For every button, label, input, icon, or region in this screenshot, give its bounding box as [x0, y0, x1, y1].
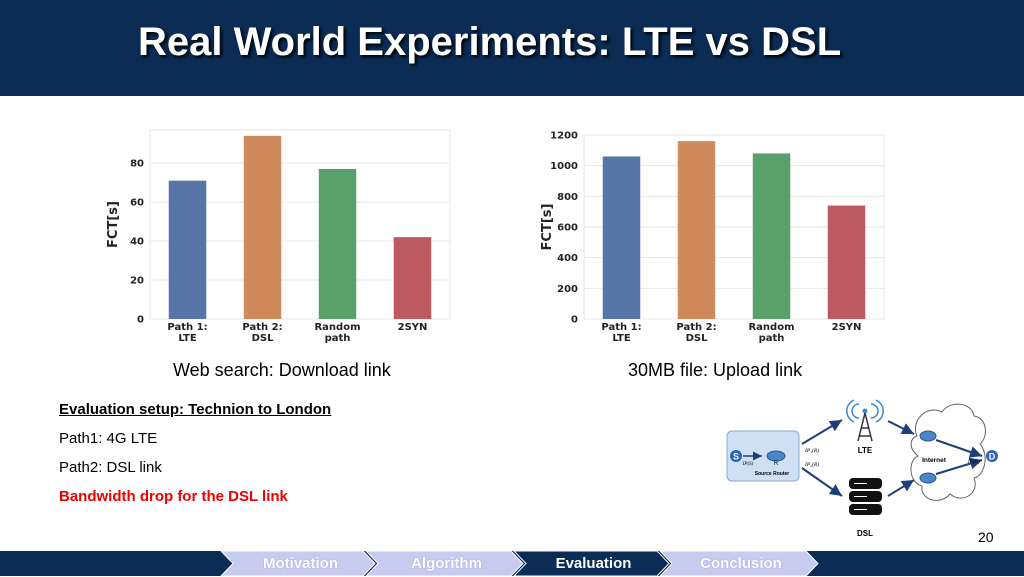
setup-heading: Evaluation setup: Technion to London	[59, 401, 332, 418]
dsl-label: DSL	[857, 529, 873, 538]
upload-bar-3	[827, 205, 866, 319]
download-xtick-label: Path 2: DSL	[242, 322, 282, 344]
download-ytick-label: 0	[137, 315, 144, 326]
destination-label: D	[989, 452, 996, 462]
router-label: R	[774, 461, 779, 467]
destination-node-icon	[986, 450, 998, 462]
router-icon	[766, 450, 786, 462]
download-xtick-label: Random path	[314, 322, 360, 344]
download-xtick-label: 2SYN	[398, 322, 428, 333]
upload-xtick-label: 2SYN	[832, 322, 862, 333]
lte-tower-icon	[846, 399, 884, 442]
nav-item-conclusion[interactable]: Conclusion	[700, 555, 782, 572]
slide-title: Real World Experiments: LTE vs DSL	[138, 20, 842, 64]
upload-ylabel: FCT[s]	[540, 204, 555, 251]
download-bar-0	[168, 180, 207, 319]
upload-ytick-label: 400	[557, 253, 578, 264]
download-bar-2	[318, 168, 357, 319]
download-ytick-label: 80	[130, 159, 144, 170]
ip-d-label: IP(D)	[967, 460, 980, 465]
nav-item-evaluation[interactable]: Evaluation	[555, 555, 632, 572]
setup-path2: Path2: DSL link	[59, 459, 162, 476]
ip2-label: IP₂(R)	[804, 461, 819, 468]
download-bar-1	[243, 135, 282, 319]
caption-left: Web search: Download link	[173, 360, 391, 380]
nav-arrows	[220, 551, 819, 576]
download-bar-3	[393, 237, 432, 319]
download-ytick-label: 20	[130, 276, 144, 287]
source-node-icon	[730, 450, 742, 462]
upload-bar-2	[752, 153, 791, 319]
upload-ytick-label: 1000	[550, 161, 578, 172]
upload-xtick-label: Random path	[748, 322, 794, 344]
download-ylabel: FCT[s]	[106, 201, 121, 248]
nav-item-motivation[interactable]: Motivation	[263, 555, 338, 572]
caption-right: 30MB file: Upload link	[628, 360, 803, 380]
upload-ytick-label: 200	[557, 284, 578, 295]
internet-label: Internet	[922, 457, 947, 464]
download-ytick-label: 60	[130, 198, 144, 209]
network-diagram: S R IP(S) Source Router IP₁(R) IP₂(R) LT…	[726, 399, 998, 538]
setup-path1: Path1: 4G LTE	[59, 430, 158, 447]
upload-bar-1	[677, 141, 716, 319]
page-number: 20	[978, 529, 994, 545]
upload-ytick-label: 1200	[550, 131, 578, 142]
download-ytick-label: 40	[130, 237, 144, 248]
title-bar	[0, 0, 1024, 96]
ip1-label: IP₁(R)	[804, 447, 819, 454]
nav-item-algorithm[interactable]: Algorithm	[411, 555, 482, 572]
router-caption: Source Router	[755, 471, 790, 477]
download-xtick-label: Path 1: LTE	[167, 322, 207, 344]
ip-s-label: IP(S)	[742, 462, 754, 467]
source-router-box	[726, 430, 800, 482]
upload-xtick-label: Path 1: LTE	[601, 322, 641, 344]
internet-router-icon-top	[919, 430, 937, 442]
upload-ytick-label: 600	[557, 223, 578, 234]
upload-xtick-label: Path 2: DSL	[676, 322, 716, 344]
setup-note: Bandwidth drop for the DSL link	[59, 488, 288, 505]
chart-download: 0 20 40 60 80 Path 1: LTE Path 2: DSL Random path 2…	[106, 129, 451, 344]
chart-upload: 0 200 400 600 800 1000 1200 Path 1: LTE Path 2: DS…	[540, 131, 885, 344]
upload-ytick-label: 800	[557, 192, 578, 203]
upload-bar-0	[602, 156, 641, 319]
dsl-server-icon	[849, 478, 882, 515]
internet-router-icon-bottom	[919, 472, 937, 484]
source-label: S	[733, 452, 739, 462]
lte-label: LTE	[858, 446, 873, 455]
upload-ytick-label: 0	[571, 315, 578, 326]
